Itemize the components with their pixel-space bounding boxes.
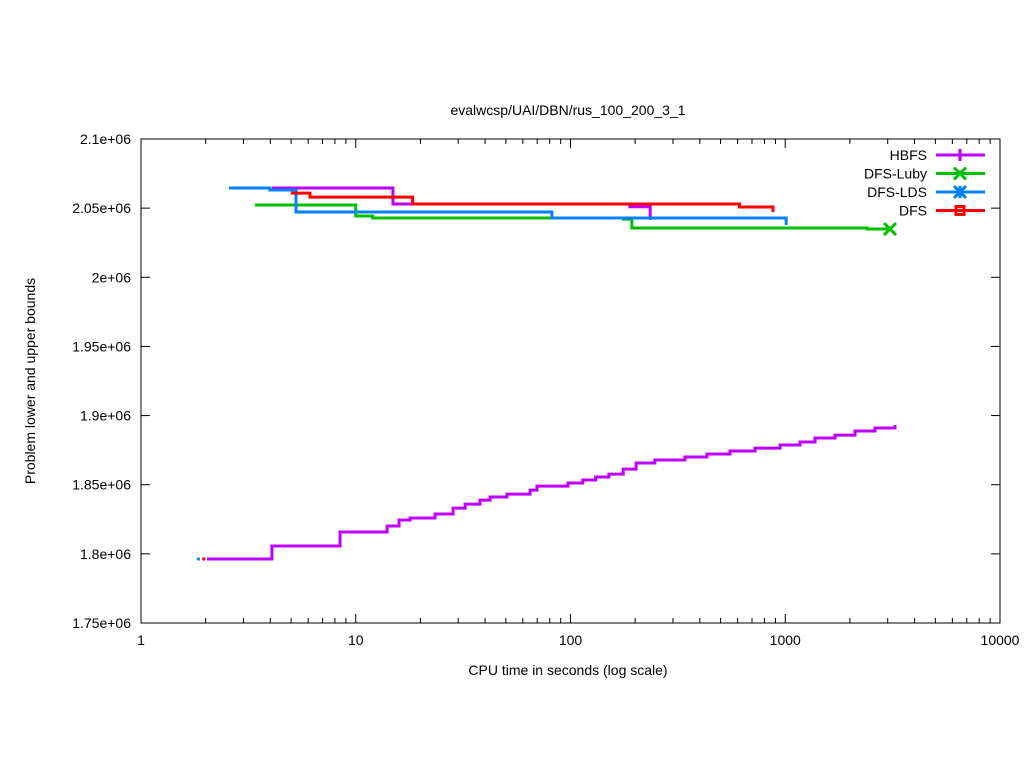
legend-marker-hbfs [954,149,966,161]
dfs-point [202,557,206,561]
plot-frame [140,138,1001,624]
y-tick-label: 2.05e+06 [72,200,131,216]
dfs-lds-point [196,557,200,561]
x-tick-label: 1000 [770,632,801,648]
y-tick-label: 2e+06 [92,269,132,285]
dfs-line [290,191,775,213]
y-axis-label: Problem lower and upper bounds [22,278,38,484]
x-tick-label: 1 [137,632,145,648]
legend-label-hbfs: HBFS [890,147,927,163]
x-axis-label: CPU time in seconds (log scale) [468,662,667,678]
star-marker [952,184,968,200]
legend-label-dfs-luby: DFS-Luby [864,166,927,182]
legend-marker-dfs-lds [952,184,968,200]
y-tick-label: 1.85e+06 [72,477,131,493]
legend-marker-dfs [954,205,966,216]
x-marker [882,221,898,237]
chart-title: evalwcsp/UAI/DBN/rus_100_200_3_1 [450,102,685,118]
x-tick-label: 10 [348,632,364,648]
hbfs-line [207,424,897,561]
y-tick-label: 1.9e+06 [80,408,131,424]
legend-label-dfs-lds: DFS-LDS [867,184,927,200]
legend: HBFS DFS-Luby DFS-LDS DFS [864,147,985,219]
y-tick-label: 2.1e+06 [80,131,131,147]
y-tick-label: 1.75e+06 [72,615,131,631]
dfs-luby-end-marker [882,221,898,237]
square-marker [954,205,966,216]
y-tick-label: 1.95e+06 [72,338,131,354]
x-marker [952,166,968,181]
x-tick-label: 100 [559,632,583,648]
plus-marker [954,149,966,161]
dfs-lds-line [229,186,788,226]
x-tick-label: 10000 [981,632,1020,648]
axes: 1 10 100 1000 10000 1.75e+06 1.8e+06 1.85e+06 1.… [72,131,1019,648]
legend-label-dfs: DFS [899,203,927,219]
legend-marker-dfs-luby [952,166,968,181]
y-tick-label: 1.8e+06 [80,546,131,562]
plot-lines [196,186,898,561]
